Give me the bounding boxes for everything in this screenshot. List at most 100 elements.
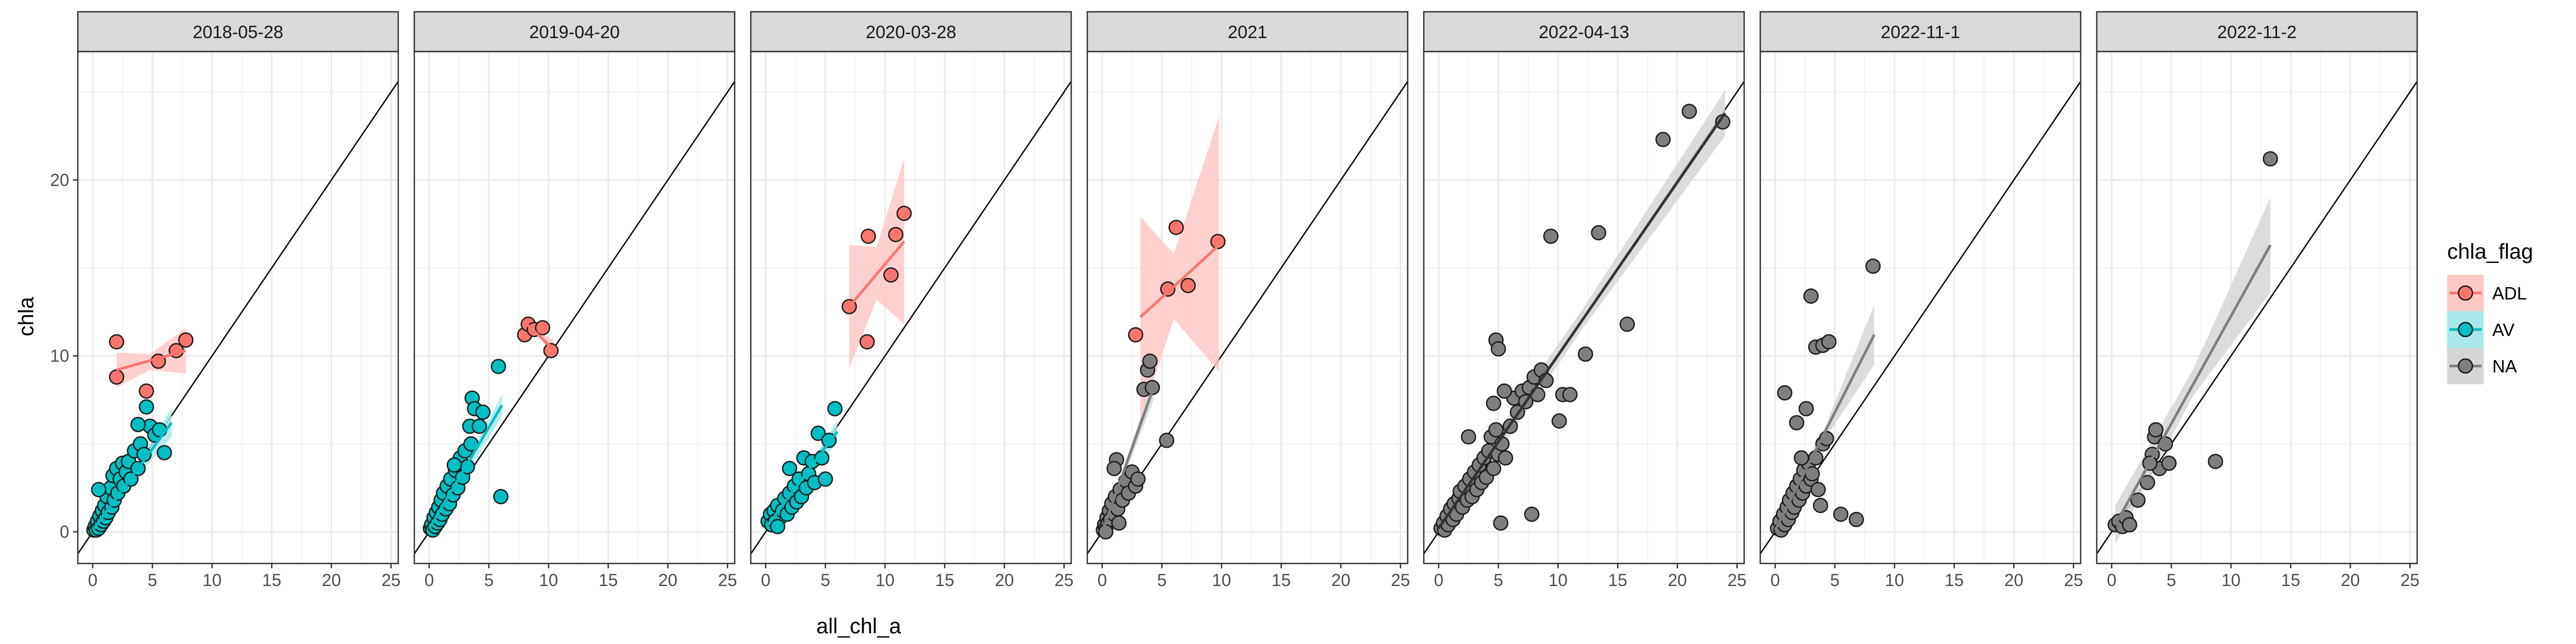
facet-panel: 2019-04-20 0 5 10 15 20 25 bbox=[413, 11, 737, 590]
facet-strip bbox=[413, 11, 736, 53]
data-point bbox=[2263, 151, 2278, 167]
legend-title: chla_flag bbox=[2447, 240, 2533, 264]
data-point bbox=[475, 404, 491, 420]
data-point bbox=[1848, 511, 1864, 528]
x-tick-label: 20 bbox=[1668, 570, 1687, 590]
facet-strip bbox=[2096, 11, 2418, 53]
data-point bbox=[1498, 450, 1513, 466]
x-tick-label: 0 bbox=[761, 570, 771, 590]
data-point bbox=[1488, 422, 1504, 438]
data-point bbox=[1777, 385, 1792, 401]
data-point bbox=[2148, 422, 2164, 438]
facet-strip bbox=[1086, 11, 1409, 53]
x-tick-label: 5 bbox=[1157, 570, 1167, 590]
data-point bbox=[138, 399, 155, 415]
data-point bbox=[1813, 497, 1828, 514]
fit-line bbox=[1139, 244, 1220, 318]
data-point bbox=[1798, 401, 1814, 416]
fit-line bbox=[1437, 112, 1726, 529]
x-tick-label: 0 bbox=[88, 570, 98, 590]
panel-plot-area bbox=[1424, 81, 1744, 554]
legend-label: ADL bbox=[2492, 283, 2527, 303]
x-tick-label: 5 bbox=[484, 570, 494, 590]
x-tick-label: 0 bbox=[1097, 570, 1107, 590]
x-tick-label: 10 bbox=[1548, 570, 1568, 590]
legend-key-point bbox=[2457, 321, 2473, 338]
data-point bbox=[1485, 460, 1502, 477]
data-point bbox=[2130, 492, 2146, 508]
x-tick-label: 0 bbox=[1770, 570, 1780, 590]
confidence-band bbox=[116, 327, 186, 388]
data-point bbox=[1159, 433, 1175, 448]
x-tick-label: 25 bbox=[382, 570, 401, 590]
data-point bbox=[888, 226, 904, 243]
data-point bbox=[1496, 383, 1512, 399]
panels-layer: 2018-05-28 0 5 10 15 20 25 0 10 20 2019-04-20 0 5 10 1… bbox=[50, 11, 2419, 590]
data-point bbox=[1461, 429, 1476, 445]
data-point bbox=[1543, 228, 1559, 244]
data-point bbox=[1619, 316, 1635, 332]
y-tick-label: 0 bbox=[60, 522, 69, 541]
facet-strip-label: 2021 bbox=[1228, 22, 1267, 42]
facet-strip bbox=[750, 11, 1072, 53]
data-point bbox=[2121, 517, 2138, 533]
x-tick-label: 20 bbox=[995, 570, 1014, 590]
data-point bbox=[1142, 353, 1158, 369]
x-tick-label: 0 bbox=[1434, 570, 1444, 590]
x-tick-label: 5 bbox=[148, 570, 157, 590]
x-tick-label: 5 bbox=[2167, 570, 2176, 590]
data-point bbox=[471, 419, 487, 434]
data-point bbox=[109, 369, 125, 385]
data-point bbox=[1180, 277, 1196, 294]
data-point bbox=[491, 358, 507, 375]
x-tick-label: 25 bbox=[1728, 570, 1747, 590]
x-tick-label: 25 bbox=[718, 570, 737, 590]
x-tick-label: 10 bbox=[1212, 570, 1231, 590]
data-point bbox=[1833, 506, 1849, 522]
x-tick-label: 15 bbox=[1945, 570, 1964, 590]
data-point bbox=[782, 460, 797, 477]
facet-strip bbox=[1759, 11, 2082, 53]
data-point bbox=[109, 334, 125, 350]
facet-strip-label: 2020-03-28 bbox=[866, 22, 956, 42]
data-point bbox=[817, 471, 833, 487]
legend-label: AV bbox=[2492, 320, 2515, 340]
legend-key-point bbox=[2457, 285, 2473, 301]
data-point bbox=[1130, 471, 1146, 487]
x-axis-title: all_chl_a bbox=[816, 614, 902, 638]
data-point bbox=[2161, 455, 2177, 471]
y-tick-label: 20 bbox=[50, 170, 69, 189]
panel-plot-area bbox=[751, 81, 1071, 554]
data-point bbox=[1821, 334, 1837, 350]
fit-line bbox=[428, 404, 503, 529]
facet-strip-label: 2022-11-2 bbox=[2217, 22, 2296, 42]
x-tick-label: 20 bbox=[1331, 570, 1351, 590]
data-point bbox=[156, 445, 172, 460]
data-point bbox=[1493, 515, 1509, 531]
data-point bbox=[1803, 288, 1819, 304]
x-tick-label: 15 bbox=[262, 570, 282, 590]
x-tick-label: 20 bbox=[658, 570, 678, 590]
data-point bbox=[91, 482, 107, 497]
data-point bbox=[1111, 515, 1127, 531]
legend-label: NA bbox=[2492, 356, 2517, 376]
data-point bbox=[1210, 233, 1226, 250]
facet-strip-label: 2019-04-20 bbox=[529, 22, 620, 42]
facet-panel: 2021 0 5 10 15 20 25 bbox=[1086, 11, 1410, 590]
panel-plot-area bbox=[1087, 81, 1408, 554]
data-point bbox=[770, 518, 786, 535]
fit-line bbox=[1101, 387, 1155, 532]
facet-panel: 2018-05-28 0 5 10 15 20 25 0 10 20 bbox=[50, 11, 401, 590]
data-point bbox=[810, 426, 826, 441]
x-tick-label: 15 bbox=[935, 570, 955, 590]
facet-panel: 2022-11-2 0 5 10 15 20 25 bbox=[2096, 11, 2419, 590]
x-tick-label: 25 bbox=[1391, 570, 1410, 590]
data-point bbox=[1098, 524, 1114, 540]
facet-strip-label: 2022-04-13 bbox=[1539, 22, 1629, 42]
data-point bbox=[1655, 131, 1671, 148]
data-point bbox=[859, 334, 875, 350]
x-tick-label: 15 bbox=[2281, 570, 2301, 590]
fit-line bbox=[116, 349, 186, 371]
data-point bbox=[1168, 219, 1184, 236]
data-point bbox=[178, 332, 194, 348]
